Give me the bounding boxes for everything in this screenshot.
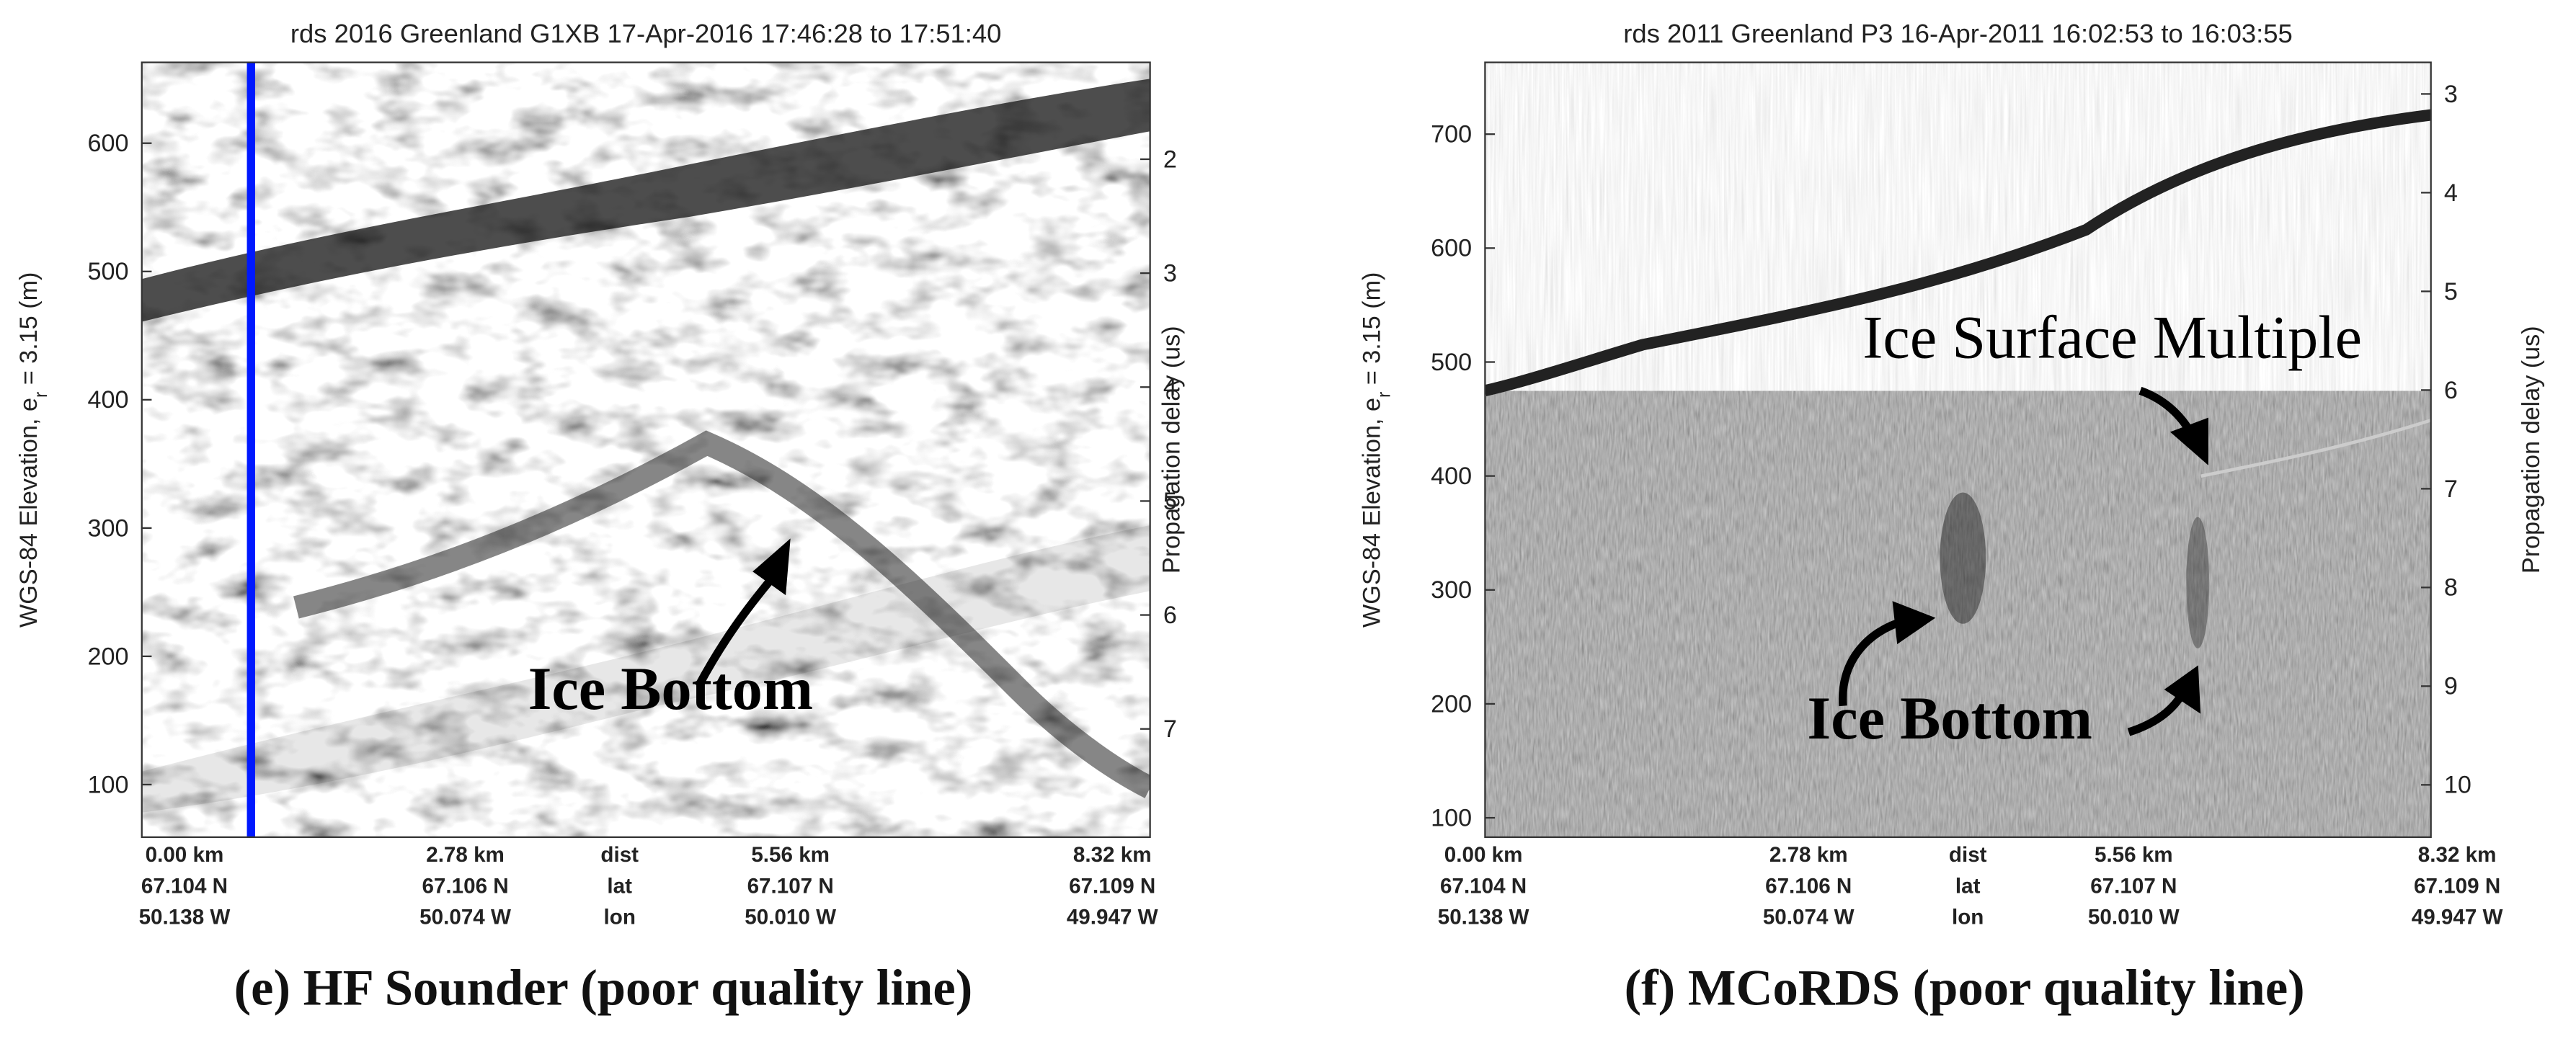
- footer-label: 0.00 km: [146, 843, 224, 867]
- y-tick-label: 400: [88, 386, 129, 414]
- y2-tick-label: 6: [1163, 602, 1177, 629]
- footer-label: dist: [1949, 843, 1987, 867]
- y2-tick-label: 9: [2444, 673, 2458, 700]
- footer-label: 50.138 W: [1438, 906, 1529, 929]
- annotation: Ice Surface Multiple: [1862, 305, 2362, 372]
- footer-label: 67.104 N: [1440, 874, 1527, 898]
- footer-label: 2.78 km: [1769, 843, 1848, 867]
- footer-label: 49.947 W: [2412, 906, 2503, 929]
- y-tick-label: 300: [88, 514, 129, 542]
- y-tick-label: 500: [88, 258, 129, 285]
- footer-label: 50.074 W: [1763, 906, 1855, 929]
- y2-tick-label: 7: [1163, 715, 1177, 743]
- footer-label: 8.32 km: [1073, 843, 1152, 867]
- footer-label: lat: [1955, 874, 1981, 898]
- caption: (e) HF Sounder (poor quality line): [234, 960, 973, 1016]
- y-axis-label-part: = 3.15 (m): [1359, 272, 1386, 392]
- y-axis-label-part: = 3.15 (m): [15, 272, 43, 392]
- footer-label: 67.106 N: [422, 874, 508, 898]
- footer-label: 50.010 W: [745, 906, 836, 929]
- y-tick-label: 600: [1431, 235, 1472, 262]
- footer-label: 67.104 N: [141, 874, 228, 898]
- y-tick-label: 500: [1431, 349, 1472, 376]
- y2-tick-label: 7: [2444, 476, 2458, 503]
- y2-tick-label: 4: [1163, 374, 1177, 401]
- y-tick-label: 400: [1431, 463, 1472, 490]
- y2-tick-label: 4: [2444, 179, 2458, 207]
- y2-tick-label: 2: [1163, 146, 1177, 173]
- footer-label: lon: [1952, 906, 1984, 929]
- plot-frame: [141, 61, 1151, 839]
- echogram-image: [141, 62, 1150, 837]
- y2-tick-label: 6: [2444, 377, 2458, 404]
- y-tick-label: 200: [88, 643, 129, 670]
- caption: (f) MCoRDS (poor quality line): [1625, 960, 2305, 1016]
- footer-label: 5.56 km: [2095, 843, 2173, 867]
- footer-label: 8.32 km: [2418, 843, 2497, 867]
- footer-label: lon: [604, 906, 636, 929]
- footer-label: 0.00 km: [1444, 843, 1523, 867]
- y-axis-label: WGS-84 Elevation, er = 3.15 (m): [1359, 272, 1395, 628]
- footer-label: 67.107 N: [2090, 874, 2177, 898]
- y-axis-label-part: r: [1374, 392, 1395, 398]
- echogram-image: [1485, 62, 2431, 837]
- footer-label: 50.010 W: [2088, 906, 2180, 929]
- y2-axis-label: Propagation delay (us): [2518, 326, 2545, 574]
- y2-axis-label: Propagation delay (us): [1158, 326, 1186, 574]
- footer-label: 50.138 W: [139, 906, 231, 929]
- footer-label: 67.106 N: [1765, 874, 1852, 898]
- footer-label: 5.56 km: [751, 843, 830, 867]
- y-axis-label: WGS-84 Elevation, er = 3.15 (m): [15, 272, 51, 628]
- y2-tick-label: 5: [1163, 488, 1177, 515]
- annotation: Ice Bottom: [1807, 685, 2092, 752]
- annotation-arrows: [695, 386, 2208, 736]
- y-tick-label: 100: [1431, 804, 1472, 831]
- y2-tick-label: 3: [1163, 260, 1177, 287]
- footer-label: 67.107 N: [747, 874, 834, 898]
- y-tick-label: 700: [1431, 121, 1472, 148]
- footer-label: 67.109 N: [2414, 874, 2500, 898]
- y-tick-label: 600: [88, 130, 129, 157]
- plot-frame: [1484, 61, 2432, 839]
- y-tick-label: 200: [1431, 690, 1472, 718]
- y-tick-label: 300: [1431, 576, 1472, 604]
- chart-title: rds 2016 Greenland G1XB 17-Apr-2016 17:4…: [290, 19, 1002, 48]
- y2-tick-label: 10: [2444, 772, 2471, 799]
- footer-label: 67.109 N: [1069, 874, 1155, 898]
- footer-label: 49.947 W: [1067, 906, 1158, 929]
- footer-label: dist: [600, 843, 639, 867]
- y-axis-label-part: WGS-84 Elevation, e: [15, 398, 43, 628]
- annotation: Ice Bottom: [528, 656, 814, 723]
- y2-tick-label: 8: [2444, 574, 2458, 602]
- y2-tick-label: 5: [2444, 278, 2458, 305]
- footer-label: lat: [607, 874, 632, 898]
- chart-title: rds 2011 Greenland P3 16-Apr-2011 16:02:…: [1623, 19, 2292, 48]
- y-tick-label: 100: [88, 771, 129, 798]
- y-axis-label-part: WGS-84 Elevation, e: [1359, 398, 1386, 628]
- footer-label: 50.074 W: [419, 906, 511, 929]
- y-axis-label-part: r: [31, 392, 51, 398]
- footer-label: 2.78 km: [426, 843, 505, 867]
- y2-tick-label: 3: [2444, 81, 2458, 108]
